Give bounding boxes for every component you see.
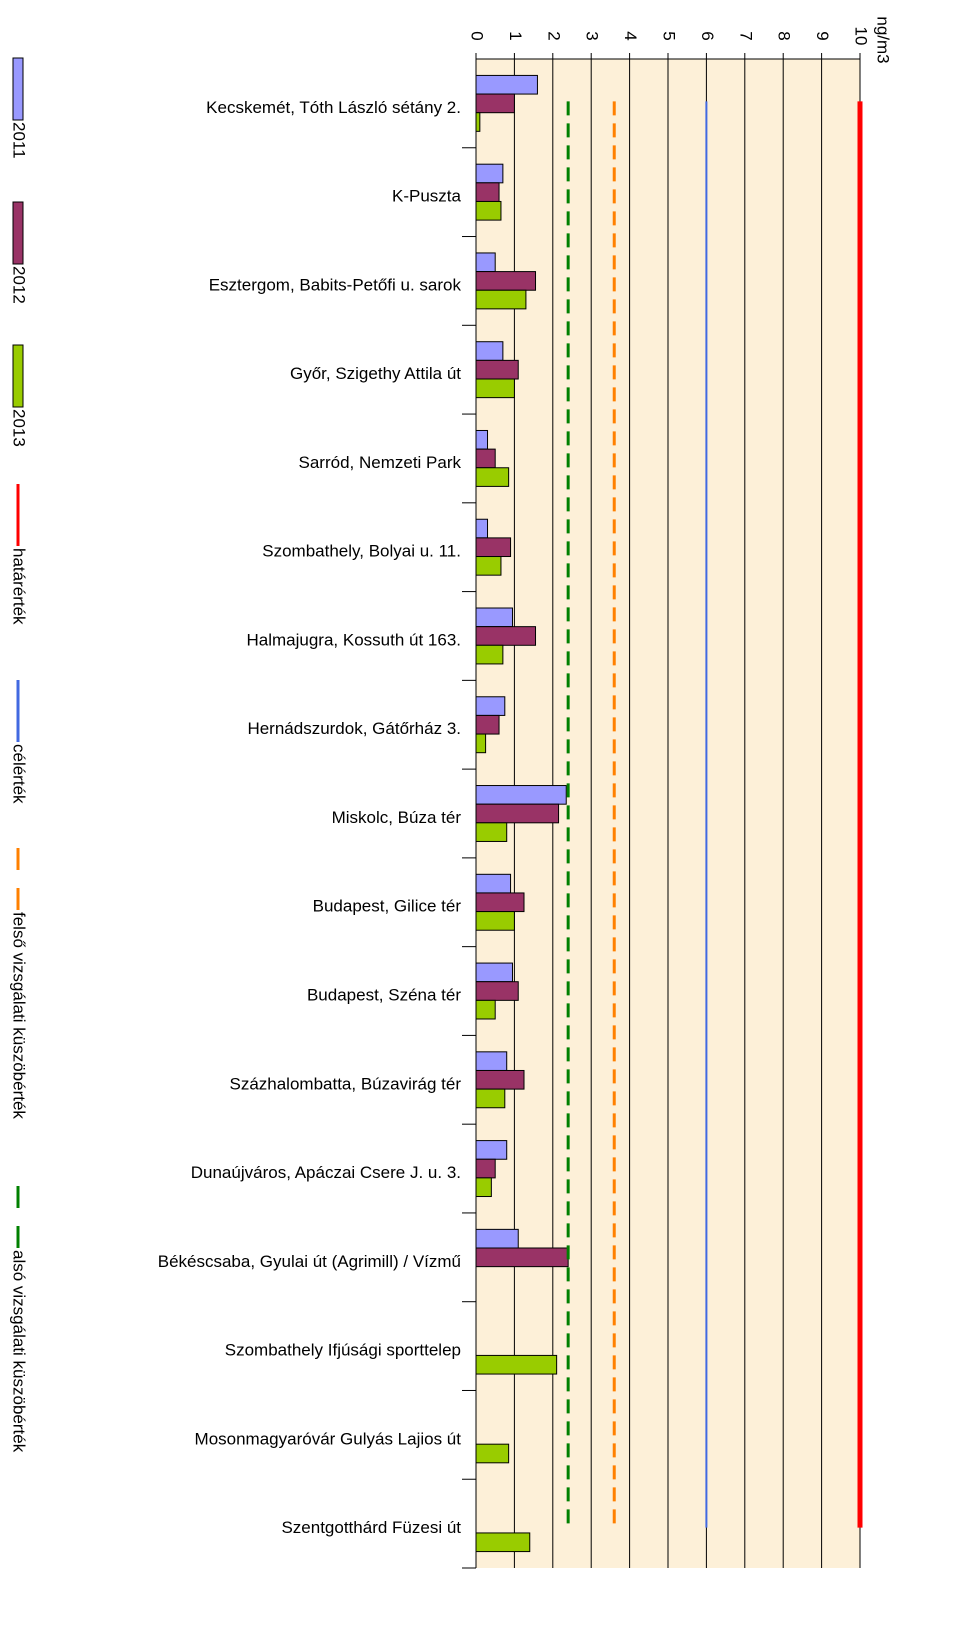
bar <box>475 429 489 450</box>
category-label: Miskolc, Búza tér <box>332 808 462 827</box>
legend-label: határérték <box>10 548 29 625</box>
bar <box>475 252 496 273</box>
bar <box>475 537 512 558</box>
category-label: Halmajugra, Kossuth út 163. <box>246 630 461 649</box>
category-label: Szentgotthárd Füzesi út <box>281 1518 461 1537</box>
category-label: Dunaújváros, Apáczai Csere J. u. 3. <box>191 1163 461 1182</box>
category-label: Budapest, Gilice tér <box>313 897 462 916</box>
bar <box>475 93 515 114</box>
bar <box>475 892 525 913</box>
x-tick-label: 10 <box>852 27 871 46</box>
legend-swatch <box>12 57 24 121</box>
bar <box>475 112 481 132</box>
x-tick-label: 2 <box>544 31 563 40</box>
bar <box>475 822 508 842</box>
legend-label: 2011 <box>10 122 29 159</box>
x-tick-label: 9 <box>813 31 832 40</box>
bar <box>475 289 527 310</box>
bar <box>475 1532 531 1553</box>
bar <box>475 1177 492 1198</box>
legend-label: célérték <box>10 744 29 804</box>
x-tick-label: 3 <box>583 31 602 40</box>
category-label: K-Puszta <box>392 187 462 206</box>
category-label: Esztergom, Babits-Petőfi u. sarok <box>209 275 462 294</box>
bar <box>475 999 496 1020</box>
bar <box>475 467 510 487</box>
legend-swatch <box>12 344 24 408</box>
bar <box>475 981 519 1001</box>
x-tick-label: 1 <box>506 31 525 40</box>
bar <box>475 696 506 716</box>
x-tick-label: 6 <box>698 31 717 40</box>
bar <box>475 448 496 469</box>
category-label: Sarród, Nemzeti Park <box>299 453 462 472</box>
bar <box>475 556 502 576</box>
category-label: Szombathely, Bolyai u. 11. <box>262 542 461 561</box>
category-label: Hernádszurdok, Gátőrház 3. <box>247 719 461 738</box>
x-tick-label: 8 <box>775 31 794 40</box>
bar <box>475 607 513 628</box>
bar <box>475 271 537 291</box>
bar <box>475 1051 508 1071</box>
category-label: Budapest, Széna tér <box>307 986 461 1005</box>
x-tick-label: 7 <box>736 31 755 40</box>
bar <box>475 518 489 539</box>
category-label: Szombathely Ifjúsági sporttelep <box>225 1341 461 1360</box>
legend-label: alsó vizsgálati küszöbérték <box>10 1250 29 1453</box>
bar <box>475 1158 496 1179</box>
bar <box>475 200 502 221</box>
bar <box>475 714 500 735</box>
category-label: Mosonmagyaróvár Gulyás Lajios út <box>195 1429 462 1448</box>
legend-label: felső vizsgálati küszöbérték <box>10 912 29 1119</box>
category-label: Kecskemét, Tóth László sétány 2. <box>206 98 461 117</box>
bar <box>475 803 560 824</box>
bar <box>475 962 513 983</box>
bar <box>475 1069 525 1090</box>
legend-label: 2013 <box>10 409 29 447</box>
bar <box>475 341 504 361</box>
bar <box>475 911 515 931</box>
bar <box>475 733 487 754</box>
bar <box>475 1354 558 1375</box>
unit-label: ng/m3 <box>874 16 893 63</box>
bar <box>475 1088 506 1109</box>
bar <box>475 1247 569 1268</box>
bar <box>475 1140 508 1160</box>
bar <box>475 74 538 95</box>
bar <box>475 1228 519 1249</box>
category-label: Győr, Szigethy Attila út <box>290 364 461 383</box>
bar <box>475 182 500 202</box>
bar <box>475 378 515 399</box>
x-tick-label: 5 <box>660 31 679 40</box>
bar <box>475 359 519 380</box>
bar <box>475 163 504 184</box>
x-tick-label: 0 <box>468 31 487 40</box>
legend-label: 2012 <box>10 266 29 304</box>
bar <box>475 1443 510 1464</box>
legend-swatch <box>12 201 24 265</box>
x-tick-label: 4 <box>621 31 640 40</box>
bar <box>475 873 512 894</box>
category-label: Békéscsaba, Gyulai út (Agrimill) / Vízmű <box>158 1252 461 1271</box>
bar <box>475 785 567 805</box>
bar <box>475 644 504 665</box>
category-label: Százhalombatta, Búzavirág tér <box>229 1074 461 1093</box>
bar <box>475 626 537 646</box>
